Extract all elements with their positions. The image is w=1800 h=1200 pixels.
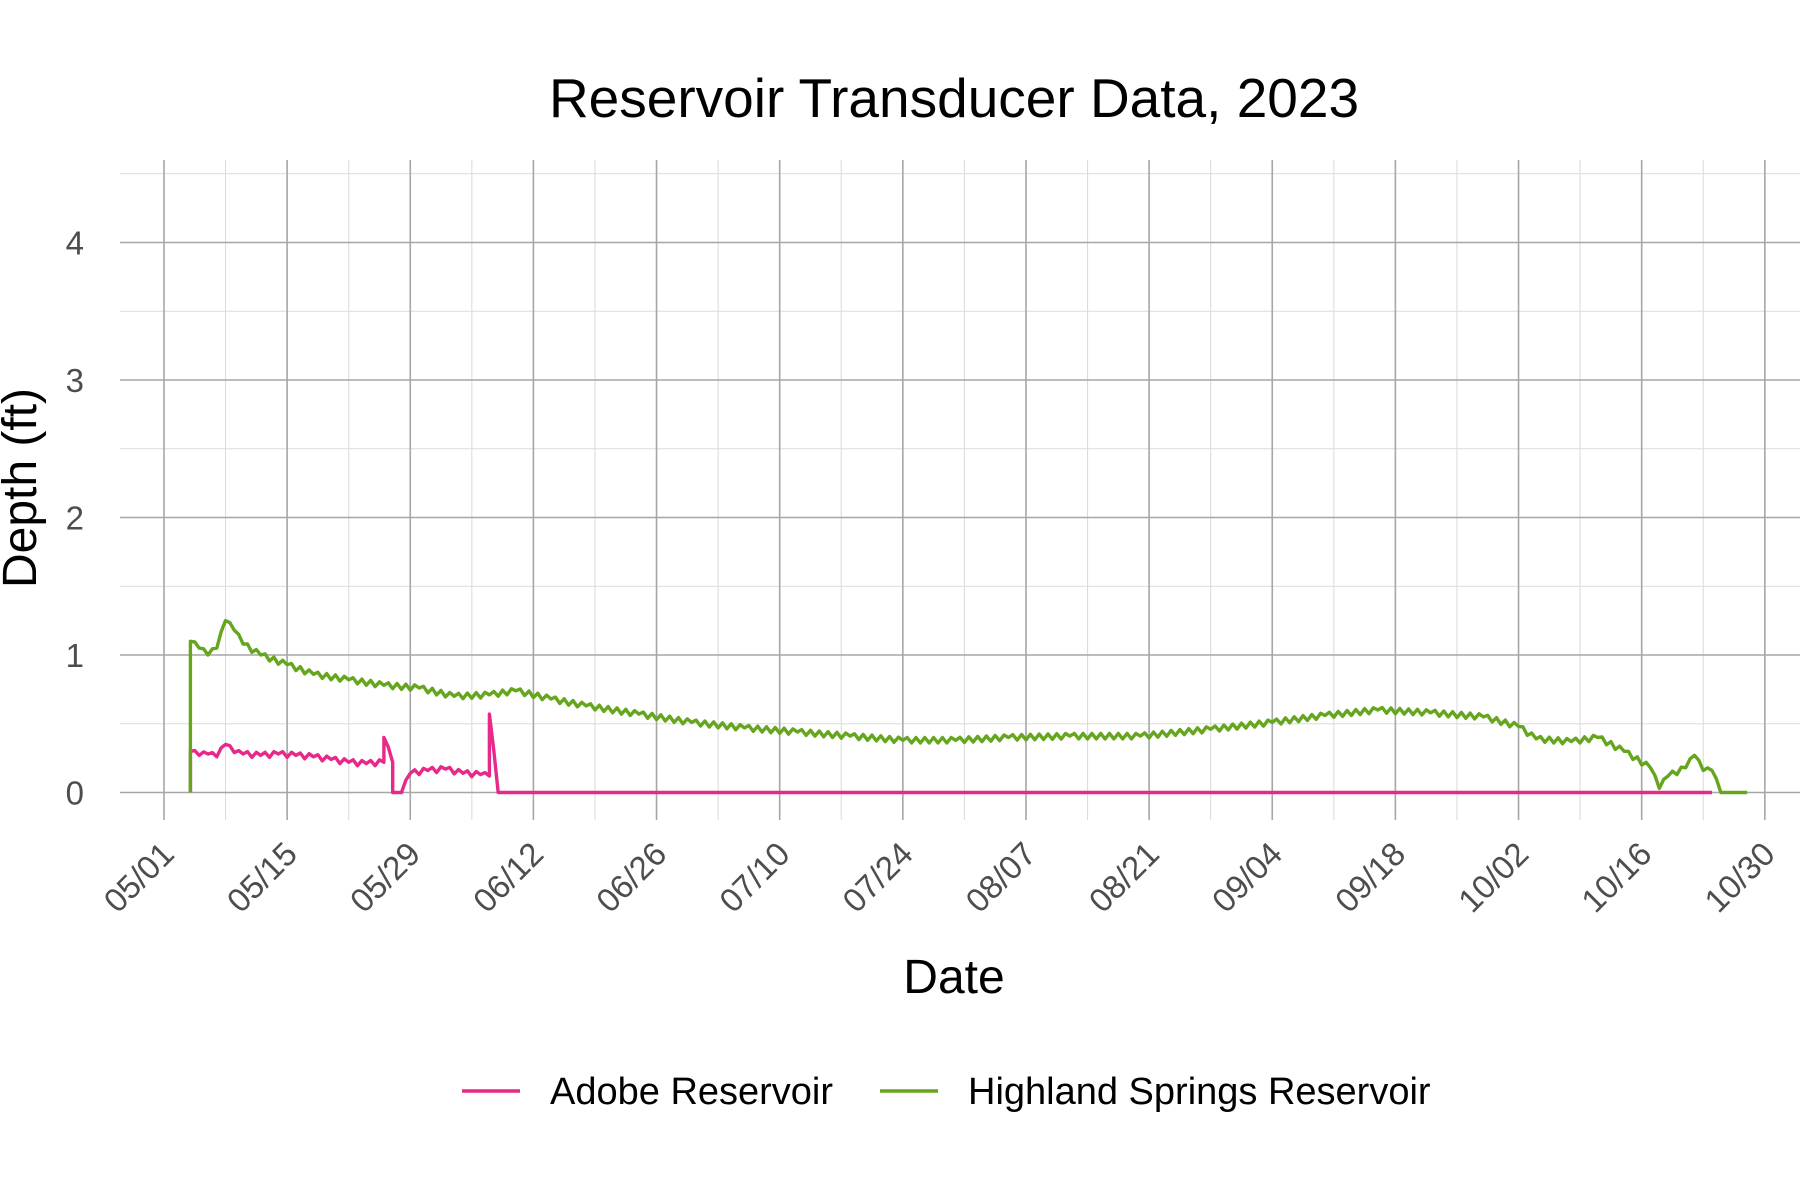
x-tick-label: 06/26 <box>589 835 674 920</box>
chart-title: Reservoir Transducer Data, 2023 <box>549 67 1359 129</box>
x-tick-label: 05/29 <box>343 835 428 920</box>
legend: Adobe Reservoir Highland Springs Reservoi… <box>462 1071 1431 1113</box>
x-tick-label: 09/18 <box>1328 835 1413 920</box>
y-tick-label: 1 <box>66 637 84 674</box>
y-tick-label: 4 <box>66 225 84 262</box>
y-tick-label: 3 <box>66 362 84 399</box>
x-tick-label: 08/21 <box>1081 835 1166 920</box>
x-tick-label: 07/24 <box>835 835 920 920</box>
series-line-highland-springs <box>188 618 1748 795</box>
x-tick-label: 05/15 <box>220 835 305 920</box>
y-tick-label: 2 <box>66 500 84 537</box>
x-tick-label: 08/07 <box>958 835 1043 920</box>
x-tick-label: 07/10 <box>712 835 797 920</box>
y-tick-label: 0 <box>66 775 84 812</box>
x-tick-label: 06/12 <box>466 835 551 920</box>
major-gridlines <box>120 160 1800 820</box>
minor-gridlines <box>120 160 1800 820</box>
y-axis-title: Depth (ft) <box>0 388 47 588</box>
x-tick-label: 10/02 <box>1451 835 1536 920</box>
legend-label: Highland Springs Reservoir <box>968 1071 1431 1113</box>
series-line-adobe <box>188 712 1712 795</box>
legend-label: Adobe Reservoir <box>550 1071 833 1113</box>
x-axis-tick-labels: 05/01 05/15 05/29 06/12 06/26 07/10 07/24 08/07… <box>96 835 1781 920</box>
x-tick-label: 09/04 <box>1205 835 1290 920</box>
x-tick-label: 10/30 <box>1697 835 1782 920</box>
series-lines <box>188 618 1748 795</box>
x-tick-label: 10/16 <box>1574 835 1659 920</box>
x-axis-title: Date <box>903 951 1004 1004</box>
x-tick-label: 05/01 <box>96 835 181 920</box>
y-axis-tick-labels: 0 1 2 3 4 <box>66 225 84 812</box>
